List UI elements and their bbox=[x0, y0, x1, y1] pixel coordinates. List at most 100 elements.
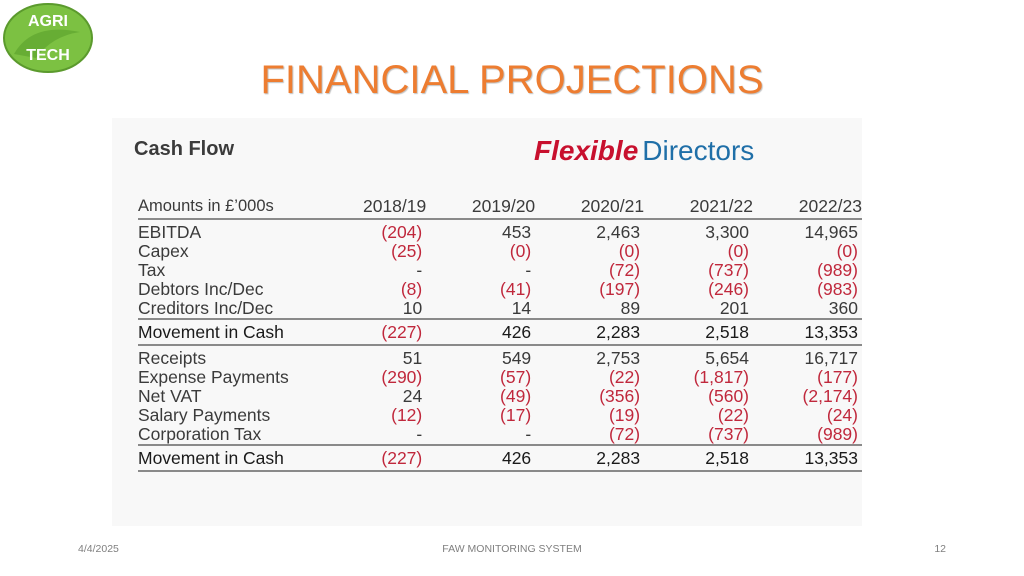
header-year: 2018/19 bbox=[317, 194, 427, 220]
header-year: 2020/21 bbox=[535, 194, 645, 220]
cell-value: - bbox=[416, 260, 423, 280]
total-row: Movement in Cash (227) 426 2,283 2,518 1… bbox=[138, 318, 862, 346]
total-value: 13,353 bbox=[753, 444, 862, 472]
cell-value: (204) bbox=[381, 222, 423, 242]
cell-value: (19) bbox=[608, 405, 641, 425]
table-row: Receipts 51 549 2,753 5,654 16,717 bbox=[138, 345, 862, 368]
header-year: 2019/20 bbox=[426, 194, 536, 220]
slide-title: FINANCIAL PROJECTIONS bbox=[260, 58, 764, 102]
table-header-row: Amounts in £’000s 2018/19 2019/20 2020/2… bbox=[138, 194, 862, 220]
cell-value: (290) bbox=[381, 367, 423, 387]
table-row: Capex (25) (0) (0) (0) (0) bbox=[138, 242, 862, 261]
svg-text:AGRI: AGRI bbox=[28, 13, 68, 30]
cell-value: (72) bbox=[608, 260, 641, 280]
cell-value: (0) bbox=[618, 241, 641, 261]
cell-value: 453 bbox=[501, 222, 532, 242]
cell-value: (560) bbox=[708, 386, 750, 406]
header-year: 2022/23 bbox=[753, 194, 862, 220]
cell-value: - bbox=[525, 424, 532, 444]
total-value: 13,353 bbox=[753, 318, 862, 346]
table-row: Debtors Inc/Dec (8) (41) (197) (246) (98… bbox=[138, 280, 862, 299]
row-label: Corporation Tax bbox=[138, 424, 262, 444]
cell-value: (737) bbox=[708, 260, 750, 280]
cell-value: (356) bbox=[599, 386, 641, 406]
table-row: Creditors Inc/Dec 10 14 89 201 360 bbox=[138, 299, 862, 319]
total-row: Movement in Cash (227) 426 2,283 2,518 1… bbox=[138, 444, 862, 472]
cell-value: 24 bbox=[402, 386, 423, 406]
total-label: Movement in Cash bbox=[138, 318, 318, 346]
cell-value: (1,817) bbox=[693, 367, 750, 387]
table-row: Tax - - (72) (737) (989) bbox=[138, 261, 862, 280]
table-row: EBITDA (204) 453 2,463 3,300 14,965 bbox=[138, 219, 862, 242]
table-row: Corporation Tax - - (72) (737) (989) bbox=[138, 425, 862, 445]
cell-value: (177) bbox=[817, 367, 858, 387]
brand-part1: Flexible bbox=[534, 135, 639, 166]
cell-value: (22) bbox=[717, 405, 750, 425]
cell-value: (989) bbox=[817, 424, 858, 444]
cell-value: 16,717 bbox=[804, 348, 858, 368]
cell-value: 10 bbox=[402, 298, 423, 318]
cell-value: (25) bbox=[391, 241, 423, 261]
total-label: Movement in Cash bbox=[138, 444, 318, 472]
cell-value: (8) bbox=[400, 279, 423, 299]
cell-value: 3,300 bbox=[705, 222, 750, 242]
total-value: 2,518 bbox=[644, 318, 754, 346]
cell-value: (0) bbox=[509, 241, 532, 261]
cash-flow-panel: Cash Flow Flexible Directors Amounts in £… bbox=[112, 118, 862, 526]
cell-value: 2,463 bbox=[596, 222, 641, 242]
cash-flow-table: Amounts in £’000s 2018/19 2019/20 2020/2… bbox=[138, 194, 862, 472]
cell-value: 5,654 bbox=[705, 348, 750, 368]
cell-value: (72) bbox=[608, 424, 641, 444]
total-value: 426 bbox=[426, 318, 536, 346]
cell-value: 14 bbox=[511, 298, 532, 318]
row-label: Net VAT bbox=[138, 386, 202, 406]
total-value: (227) bbox=[317, 444, 427, 472]
cell-value: 549 bbox=[501, 348, 532, 368]
table-row: Net VAT 24 (49) (356) (560) (2,174) bbox=[138, 387, 862, 406]
cell-value: (197) bbox=[599, 279, 641, 299]
footer-center-text: FAW MONITORING SYSTEM bbox=[442, 543, 582, 555]
header-amounts: Amounts in £’000s bbox=[138, 194, 318, 220]
row-label: EBITDA bbox=[138, 222, 202, 242]
cell-value: 360 bbox=[828, 298, 858, 318]
table-row: Salary Payments (12) (17) (19) (22) (24) bbox=[138, 406, 862, 425]
agritech-logo: AGRI TECH bbox=[2, 2, 94, 74]
cell-value: 51 bbox=[402, 348, 423, 368]
cell-value: (0) bbox=[727, 241, 750, 261]
row-label: Debtors Inc/Dec bbox=[138, 279, 264, 299]
cell-value: (12) bbox=[391, 405, 423, 425]
cell-value: (49) bbox=[500, 386, 532, 406]
cell-value: (989) bbox=[817, 260, 858, 280]
row-label: Salary Payments bbox=[138, 405, 271, 425]
cell-value: 201 bbox=[719, 298, 750, 318]
header-year: 2021/22 bbox=[644, 194, 754, 220]
cell-value: (2,174) bbox=[802, 386, 858, 406]
cell-value: (24) bbox=[826, 405, 858, 425]
svg-text:TECH: TECH bbox=[26, 47, 70, 64]
cell-value: 2,753 bbox=[596, 348, 641, 368]
row-label: Receipts bbox=[138, 348, 207, 368]
cell-value: - bbox=[525, 260, 532, 280]
row-label: Expense Payments bbox=[138, 367, 289, 387]
footer-date: 4/4/2025 bbox=[78, 543, 119, 555]
row-label: Tax bbox=[138, 260, 166, 280]
total-value: 2,283 bbox=[535, 318, 645, 346]
total-value: 426 bbox=[426, 444, 536, 472]
cell-value: (57) bbox=[500, 367, 532, 387]
brand-part2: Directors bbox=[642, 135, 755, 166]
cell-value: (22) bbox=[608, 367, 641, 387]
cell-value: 14,965 bbox=[804, 222, 858, 242]
page-number: 12 bbox=[934, 543, 946, 555]
total-value: (227) bbox=[317, 318, 427, 346]
cell-value: - bbox=[416, 424, 423, 444]
cell-value: (41) bbox=[500, 279, 532, 299]
panel-title: Cash Flow bbox=[134, 138, 235, 160]
cell-value: (0) bbox=[836, 241, 858, 261]
cell-value: (246) bbox=[708, 279, 750, 299]
row-label: Capex bbox=[138, 241, 189, 261]
total-value: 2,283 bbox=[535, 444, 645, 472]
row-label: Creditors Inc/Dec bbox=[138, 298, 274, 318]
cell-value: (737) bbox=[708, 424, 750, 444]
cell-value: 89 bbox=[620, 298, 641, 318]
cell-value: (983) bbox=[817, 279, 858, 299]
